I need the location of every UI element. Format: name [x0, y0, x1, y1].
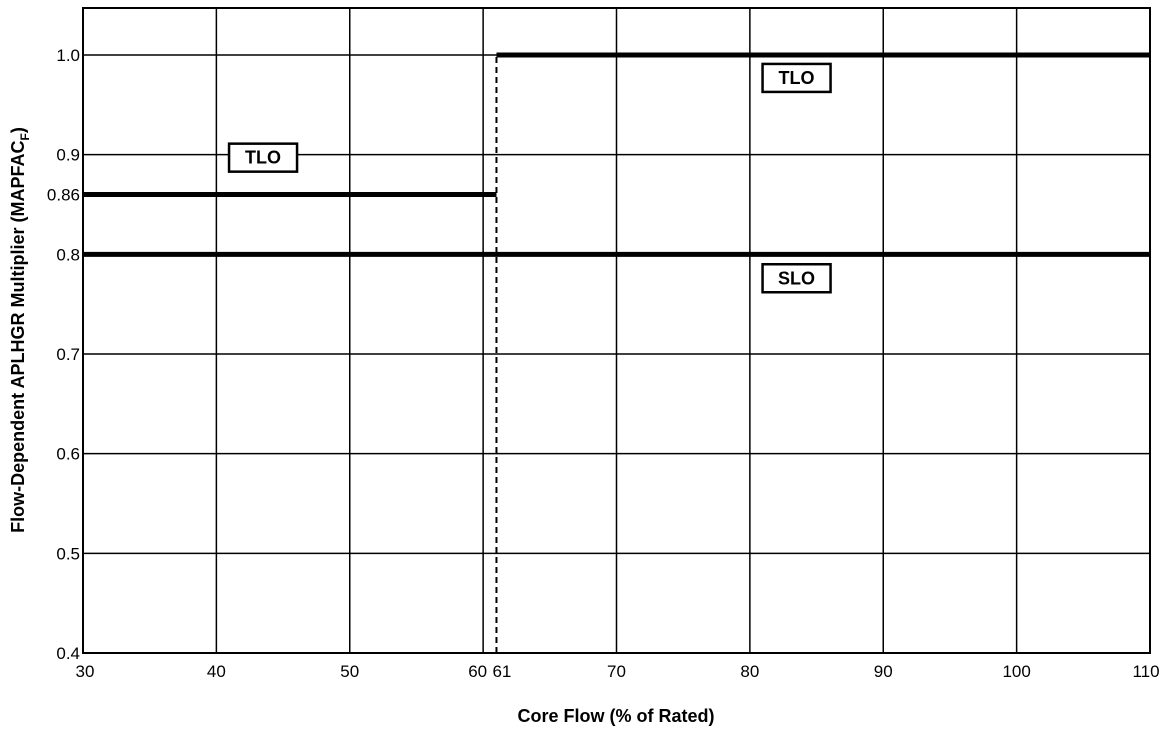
y-axis-title-main: Flow-Dependent APLHGR Multiplier (MAPFAC [8, 141, 28, 533]
annotation-label: SLO [778, 268, 815, 288]
annotation-label: TLO [245, 148, 281, 168]
annotation-box [761, 263, 832, 294]
annotation-label: TLO [779, 68, 815, 88]
x-tick-label: 60 [468, 662, 487, 681]
y-tick-label: 0.5 [56, 544, 80, 563]
y-tick-label: 0.9 [56, 146, 80, 165]
y-axis-title-suffix: ) [8, 127, 28, 133]
x-tick-labels: 30 40 50 60 61 70 80 90 100 110 [76, 662, 1160, 681]
y-tick-label: 0.86 [47, 186, 80, 205]
x-tick-label: 40 [207, 662, 226, 681]
x-tick-label: 80 [740, 662, 759, 681]
annotations: TLO TLO SLO [227, 62, 832, 294]
y-tick-label: 0.4 [56, 644, 80, 663]
series-lines [83, 52, 1150, 257]
x-tick-label: 30 [76, 662, 95, 681]
y-tick-labels: 0.4 0.5 0.6 0.7 0.8 0.86 0.9 1.0 [47, 46, 80, 663]
x-tick-label: 70 [607, 662, 626, 681]
x-tick-label: 61 [492, 662, 511, 681]
x-tick-label: 90 [874, 662, 893, 681]
y-axis-title: Flow-Dependent APLHGR Multiplier (MAPFAC… [8, 127, 32, 533]
y-tick-label: 0.7 [56, 345, 80, 364]
x-tick-label: 100 [1002, 662, 1030, 681]
y-axis-title-subscript: F [18, 133, 32, 140]
y-tick-label: 0.8 [56, 245, 80, 264]
x-axis-title: Core Flow (% of Rated) [518, 706, 715, 726]
y-tick-label: 1.0 [56, 46, 80, 65]
plot-frame [82, 7, 1151, 654]
x-tick-label: 110 [1132, 662, 1159, 681]
annotation-box [761, 62, 832, 94]
annotation-box [227, 142, 299, 173]
y-tick-label: 0.6 [56, 445, 80, 464]
x-tick-label: 50 [340, 662, 359, 681]
